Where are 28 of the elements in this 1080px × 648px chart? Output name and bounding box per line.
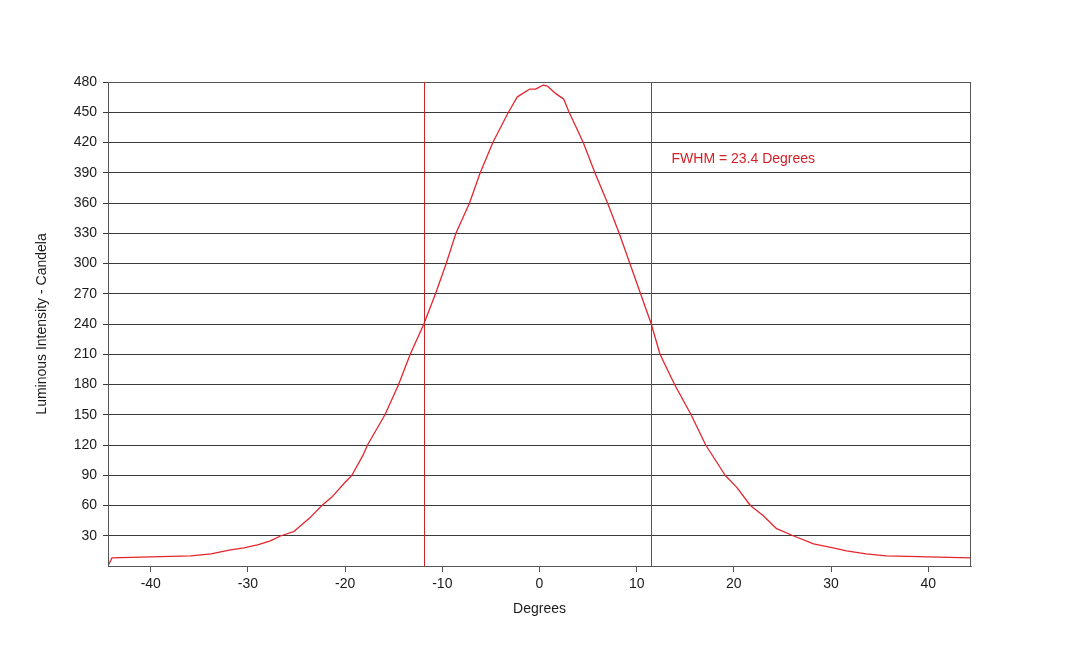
x-tick-label: -10 [432, 575, 453, 592]
y-tick-label: 420 [73, 133, 98, 150]
x-tick-label: 40 [920, 575, 937, 592]
y-tick-label: 330 [73, 224, 98, 241]
y-tick-label: 450 [73, 103, 98, 120]
y-tick-label: 60 [81, 496, 98, 513]
y-tick-label: 360 [73, 193, 98, 210]
x-tick-label: 30 [823, 575, 840, 592]
x-tick-label: 10 [628, 575, 645, 592]
y-tick-label: 180 [73, 375, 98, 392]
x-axis-title: Degrees [513, 600, 566, 617]
y-tick-label: 480 [73, 72, 98, 89]
y-tick-label: 150 [73, 405, 98, 422]
x-tick-label: -30 [237, 575, 259, 592]
x-tick-label: 0 [535, 575, 544, 592]
annotation: FWHM = 23.4 Degrees [671, 150, 816, 167]
y-tick-label: 390 [73, 163, 98, 180]
y-tick-label: 30 [81, 526, 98, 543]
y-tick-label: 270 [73, 284, 98, 301]
y-axis-title: Luminous Intensity - Candela [33, 233, 50, 415]
y-tick-label: 120 [73, 435, 98, 452]
y-tick-label: 210 [73, 345, 98, 362]
y-tick-label: 240 [73, 314, 98, 331]
x-tick-label: -20 [335, 575, 356, 592]
x-tick-label: -40 [140, 575, 162, 592]
x-tick-label: 20 [726, 575, 742, 592]
y-tick-label: 300 [73, 254, 98, 271]
y-tick-label: 90 [81, 466, 98, 483]
